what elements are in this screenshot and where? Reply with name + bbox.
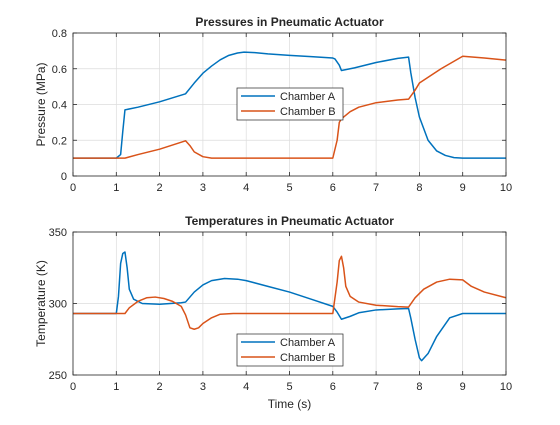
y-axis-label: Pressure (MPa) [34,62,48,146]
x-tick-label: 10 [500,381,512,393]
x-tick-label: 9 [460,182,466,194]
x-tick-label: 9 [460,381,466,393]
x-tick-label: 7 [373,381,379,393]
x-tick-label: 4 [243,381,249,393]
y-tick-label: 350 [49,227,67,239]
x-tick-label: 0 [70,182,76,194]
legend-box [236,87,344,121]
legend-entry: Chamber A [280,91,336,103]
y-tick-label: 300 [49,299,67,311]
x-tick-label: 0 [70,381,76,393]
legend-box [236,333,344,367]
series-line-chamber-b [73,255,507,330]
x-tick-label: 3 [200,381,206,393]
x-tick-label: 6 [330,381,336,393]
y-tick-label: 0.8 [52,28,67,40]
legend: Chamber A Chamber B [236,333,344,367]
x-tick-label: 1 [113,381,119,393]
subplot-2: 0 1 2 3 4 5 6 7 8 9 10 250 300 350 Temperatures in Pne… [34,214,512,411]
subplot-1: 0 1 2 3 4 5 6 7 8 9 10 0 0.2 0.4 0.6 0.8 Pressures in Pn… [34,15,512,194]
y-tick-label: 250 [49,370,67,382]
y-tick-label: 0.2 [52,135,67,147]
x-axis-label: Time (s) [268,397,312,411]
chart-title: Temperatures in Pneumatic Actuator [185,214,394,228]
legend-entry: Chamber A [280,337,336,349]
series-line-chamber-a [73,251,506,362]
x-tick-label: 2 [157,381,163,393]
x-tick-label: 1 [113,182,119,194]
series-line-chamber-a [73,51,506,159]
x-tick-label: 5 [286,381,292,393]
chart-title: Pressures in Pneumatic Actuator [195,15,384,29]
x-tick-label: 5 [286,182,292,194]
x-tick-label: 4 [243,182,249,194]
x-tick-label: 3 [200,182,206,194]
y-axis-label: Temperature (K) [34,260,48,347]
x-tick-label: 10 [500,182,512,194]
x-tick-label: 8 [416,182,422,194]
x-tick-label: 6 [330,182,336,194]
y-tick-label: 0.4 [52,100,67,112]
x-tick-label: 2 [157,182,163,194]
legend-entry: Chamber B [280,106,336,118]
x-tick-label: 8 [416,381,422,393]
legend: Chamber A Chamber B [236,87,344,121]
y-tick-label: 0 [61,171,67,183]
legend-entry: Chamber B [280,352,336,364]
series-line-chamber-b [73,55,507,159]
x-tick-label: 7 [373,182,379,194]
y-tick-label: 0.6 [52,64,67,76]
